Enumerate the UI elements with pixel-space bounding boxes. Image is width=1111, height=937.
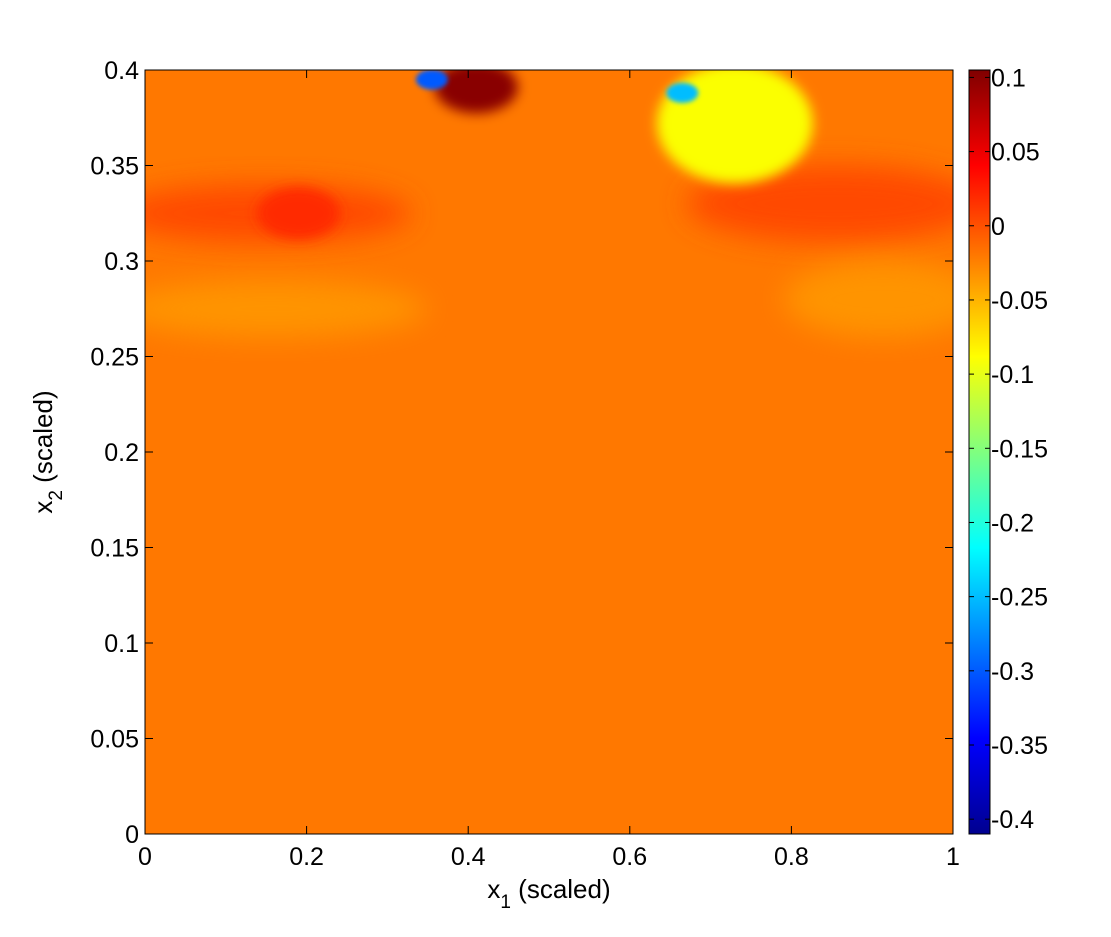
y-tick-label: 0.2	[104, 439, 139, 467]
colorbar-tick-label: -0.25	[991, 584, 1048, 612]
x-tick-label: 0	[138, 843, 152, 871]
colorbar-tick-label: -0.05	[991, 287, 1048, 315]
colorbar-tick-label: -0.35	[991, 732, 1048, 760]
x-tick-label: 0.6	[612, 843, 647, 871]
field-band-1	[686, 165, 953, 242]
x-tick-label: 0.2	[289, 843, 324, 871]
field-spot-5	[434, 70, 518, 114]
x-axis-ticks: 0 0.2 0.4 0.6 0.8 1	[138, 70, 960, 871]
x-axis-label-base: x	[487, 874, 500, 904]
x-axis-label-suffix: (scaled)	[511, 874, 611, 904]
colorbar-gradient	[968, 69, 991, 835]
colorbar-ticks: 0.1 0.05 0 -0.05 -0.1 -0.15 -0.2 -0.25 -0.3 -0.35…	[969, 64, 1048, 834]
colorbar-tick-label: 0	[991, 213, 1005, 241]
y-tick-label: 0.1	[104, 630, 139, 658]
colorbar-tick-label: -0.15	[991, 435, 1048, 463]
x-axis-label-subscript: 1	[500, 892, 511, 913]
field-spot-6	[656, 70, 813, 184]
colorbar-tick-label: -0.1	[991, 361, 1034, 389]
x-tick-label: 0.8	[774, 843, 809, 871]
colorbar-tick-label: -0.2	[991, 509, 1034, 537]
y-tick-label: 0.05	[90, 726, 139, 754]
colorbar-tick-label: -0.3	[991, 658, 1034, 686]
y-axis-ticks: 0 0.05 0.1 0.15 0.2 0.25 0.3 0.35 0.4	[90, 57, 953, 849]
y-tick-label: 0.15	[90, 535, 139, 563]
y-axis-label-base: x	[28, 501, 58, 514]
x-tick-label: 1	[946, 843, 960, 871]
field-spot-7	[666, 82, 699, 103]
y-tick-label: 0.4	[104, 57, 139, 85]
y-tick-label: 0.3	[104, 248, 139, 276]
heatmap-field	[145, 70, 953, 834]
y-tick-label: 0.25	[90, 344, 139, 372]
field-spot-4	[256, 187, 341, 240]
colorbar-tick-label: 0.1	[991, 64, 1026, 92]
y-tick-label: 0	[125, 821, 139, 849]
y-axis-label-suffix: (scaled)	[28, 390, 58, 490]
colorbar-tick-label: 0.05	[991, 139, 1040, 167]
field-spot-8	[415, 70, 448, 90]
colorbar-tick-label: -0.4	[991, 806, 1034, 834]
field-band-2	[145, 280, 428, 338]
y-tick-label: 0.35	[90, 153, 139, 181]
field-band-3	[783, 261, 953, 338]
y-axis-label: x2 (scaled)	[28, 390, 67, 513]
x-axis-label: x1 (scaled)	[487, 874, 610, 913]
x-tick-label: 0.4	[451, 843, 486, 871]
plot-area: 0 0.2 0.4 0.6 0.8 1 0 0.05 0.1 0.15 0.2 0.25 0.3 0.3…	[90, 57, 960, 871]
colorbar: 0.1 0.05 0 -0.05 -0.1 -0.15 -0.2 -0.25 -0.3 -0.35…	[968, 64, 1048, 835]
y-axis-label-subscript: 2	[46, 490, 67, 501]
